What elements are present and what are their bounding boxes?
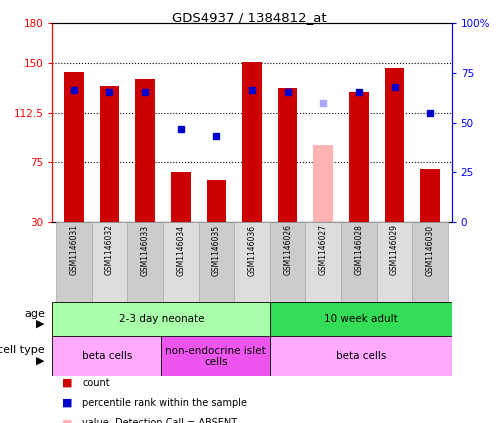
Bar [313,145,333,222]
Text: GSM1146027: GSM1146027 [319,225,328,275]
Text: percentile rank within the sample: percentile rank within the sample [82,398,248,408]
Bar [385,69,404,222]
Bar [100,85,119,222]
Text: GSM1146029: GSM1146029 [390,225,399,275]
Text: GSM1146032: GSM1146032 [105,225,114,275]
Text: ■: ■ [62,378,73,388]
Bar [52,302,270,336]
Text: GSM1146031: GSM1146031 [69,225,78,275]
Text: GSM1146036: GSM1146036 [248,225,256,276]
Bar [52,336,161,376]
Text: cell type: cell type [0,346,45,355]
Bar [234,222,270,302]
Bar [412,222,448,302]
Bar [161,336,270,376]
Bar [92,222,127,302]
Bar [341,222,377,302]
Bar [377,222,412,302]
Bar [305,222,341,302]
Bar [420,169,440,222]
Bar [64,72,83,222]
Bar [270,222,305,302]
Text: GSM1146034: GSM1146034 [176,225,185,276]
Text: GSM1146028: GSM1146028 [354,225,363,275]
Text: non-endocrine islet
cells: non-endocrine islet cells [165,346,266,367]
Bar [163,222,199,302]
Text: beta cells: beta cells [336,352,386,361]
Text: ■: ■ [62,418,73,423]
Text: GSM1146035: GSM1146035 [212,225,221,276]
Bar [171,172,191,222]
Text: value, Detection Call = ABSENT: value, Detection Call = ABSENT [82,418,238,423]
Text: beta cells: beta cells [82,352,132,361]
Bar [278,88,297,222]
Text: ▶: ▶ [36,319,45,329]
Text: ■: ■ [62,398,73,408]
Bar [127,222,163,302]
Bar [242,62,262,222]
Text: age: age [24,309,45,319]
Text: 2-3 day neonate: 2-3 day neonate [119,314,204,324]
Bar [199,222,234,302]
Text: ▶: ▶ [36,356,45,365]
Text: count: count [82,378,110,388]
Text: GSM1146033: GSM1146033 [141,225,150,276]
Bar [135,79,155,222]
Bar [349,92,369,222]
Text: GSM1146030: GSM1146030 [426,225,435,276]
Bar [270,336,452,376]
Bar [56,222,92,302]
Bar [270,302,452,336]
Text: GSM1146026: GSM1146026 [283,225,292,275]
Text: 10 week adult: 10 week adult [324,314,398,324]
Bar [207,180,226,222]
Text: GDS4937 / 1384812_at: GDS4937 / 1384812_at [172,11,327,24]
